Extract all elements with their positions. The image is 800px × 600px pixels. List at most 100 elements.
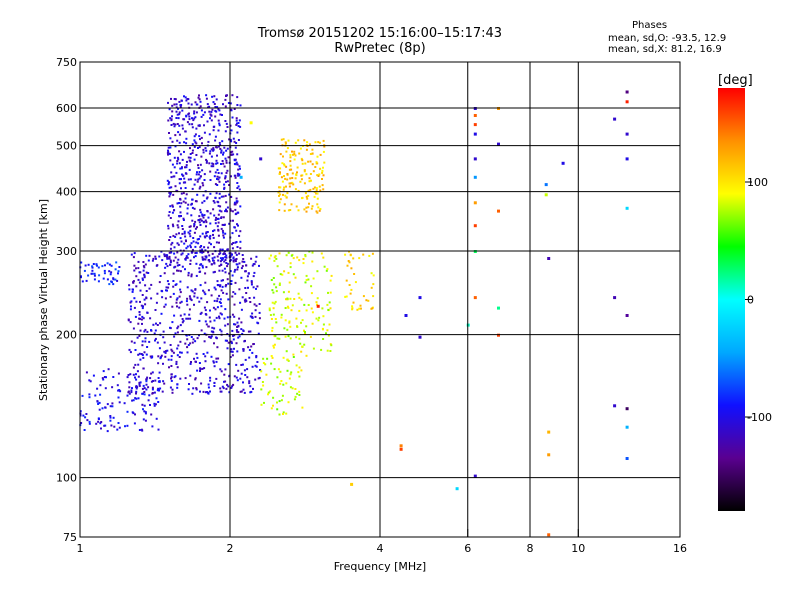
data-point xyxy=(144,337,147,340)
data-point xyxy=(128,284,131,287)
data-point xyxy=(195,241,198,244)
data-point xyxy=(142,305,144,308)
data-point xyxy=(282,193,284,196)
data-point xyxy=(192,119,195,122)
data-point xyxy=(153,332,156,335)
data-point xyxy=(213,327,216,330)
data-point xyxy=(224,120,227,122)
data-point xyxy=(220,216,223,219)
data-point xyxy=(285,150,288,153)
data-point xyxy=(316,203,319,206)
data-point xyxy=(184,96,187,99)
data-point xyxy=(185,247,188,250)
data-point xyxy=(205,256,208,259)
data-point xyxy=(132,280,135,283)
data-point xyxy=(189,342,192,345)
data-point xyxy=(236,223,238,226)
data-point xyxy=(205,158,208,161)
data-point xyxy=(315,192,318,195)
data-point xyxy=(288,377,291,380)
data-point xyxy=(240,321,243,324)
data-point xyxy=(273,256,276,259)
data-point xyxy=(169,259,172,262)
data-point xyxy=(295,336,298,339)
data-point xyxy=(192,338,195,341)
data-point xyxy=(371,307,374,310)
data-point xyxy=(150,329,152,332)
data-point xyxy=(316,211,319,214)
data-point xyxy=(245,264,248,267)
data-point xyxy=(301,162,304,165)
data-point xyxy=(278,252,281,255)
data-point xyxy=(181,321,184,324)
data-point xyxy=(180,178,182,181)
data-point xyxy=(316,297,319,300)
data-point xyxy=(129,373,132,376)
data-point xyxy=(205,266,208,269)
data-point xyxy=(203,173,206,176)
data-point xyxy=(249,315,252,318)
data-point xyxy=(303,169,306,172)
data-point xyxy=(284,319,287,322)
data-point xyxy=(153,391,156,394)
data-point xyxy=(256,285,259,288)
data-point xyxy=(181,265,184,268)
data-point xyxy=(269,314,272,316)
data-point xyxy=(236,187,239,189)
data-point xyxy=(205,221,208,224)
data-point xyxy=(142,384,145,387)
data-point xyxy=(279,193,282,196)
data-point xyxy=(212,233,214,236)
data-point xyxy=(314,166,317,168)
data-point xyxy=(191,117,193,120)
data-point xyxy=(310,292,313,295)
data-point xyxy=(118,401,121,404)
data-point xyxy=(143,276,146,279)
data-point xyxy=(186,346,189,349)
data-point xyxy=(318,185,321,188)
data-point xyxy=(200,109,203,112)
data-point xyxy=(151,425,154,428)
data-point xyxy=(246,368,249,371)
data-point xyxy=(210,119,213,122)
data-point xyxy=(222,234,225,237)
data-point xyxy=(455,487,459,491)
data-point xyxy=(299,180,302,183)
data-point xyxy=(237,185,240,188)
data-point xyxy=(300,350,303,353)
data-point xyxy=(225,292,228,295)
data-point xyxy=(173,103,176,106)
data-point xyxy=(93,274,96,277)
data-point xyxy=(344,253,347,256)
data-point xyxy=(130,340,133,343)
data-point xyxy=(270,318,273,320)
data-point xyxy=(189,147,191,150)
data-point xyxy=(227,363,230,366)
data-point xyxy=(97,266,100,269)
colorbar xyxy=(718,88,745,511)
data-point xyxy=(236,246,239,248)
data-point xyxy=(258,376,261,379)
data-point xyxy=(625,100,629,104)
data-point xyxy=(187,231,190,234)
data-point xyxy=(197,173,200,176)
data-point xyxy=(181,124,184,127)
data-point xyxy=(149,404,151,406)
data-point xyxy=(193,135,196,138)
data-point xyxy=(99,422,102,425)
data-point xyxy=(201,214,204,217)
data-point xyxy=(221,160,224,162)
data-point xyxy=(236,96,239,99)
data-point xyxy=(215,146,218,149)
data-point xyxy=(139,329,142,332)
data-point xyxy=(252,387,254,390)
data-point xyxy=(238,119,241,122)
data-point xyxy=(195,142,198,145)
data-point xyxy=(228,391,231,394)
data-point xyxy=(229,356,232,358)
data-point xyxy=(174,123,177,126)
data-point xyxy=(170,118,173,121)
data-point xyxy=(199,100,202,103)
data-point xyxy=(170,355,173,358)
data-point xyxy=(209,113,212,116)
